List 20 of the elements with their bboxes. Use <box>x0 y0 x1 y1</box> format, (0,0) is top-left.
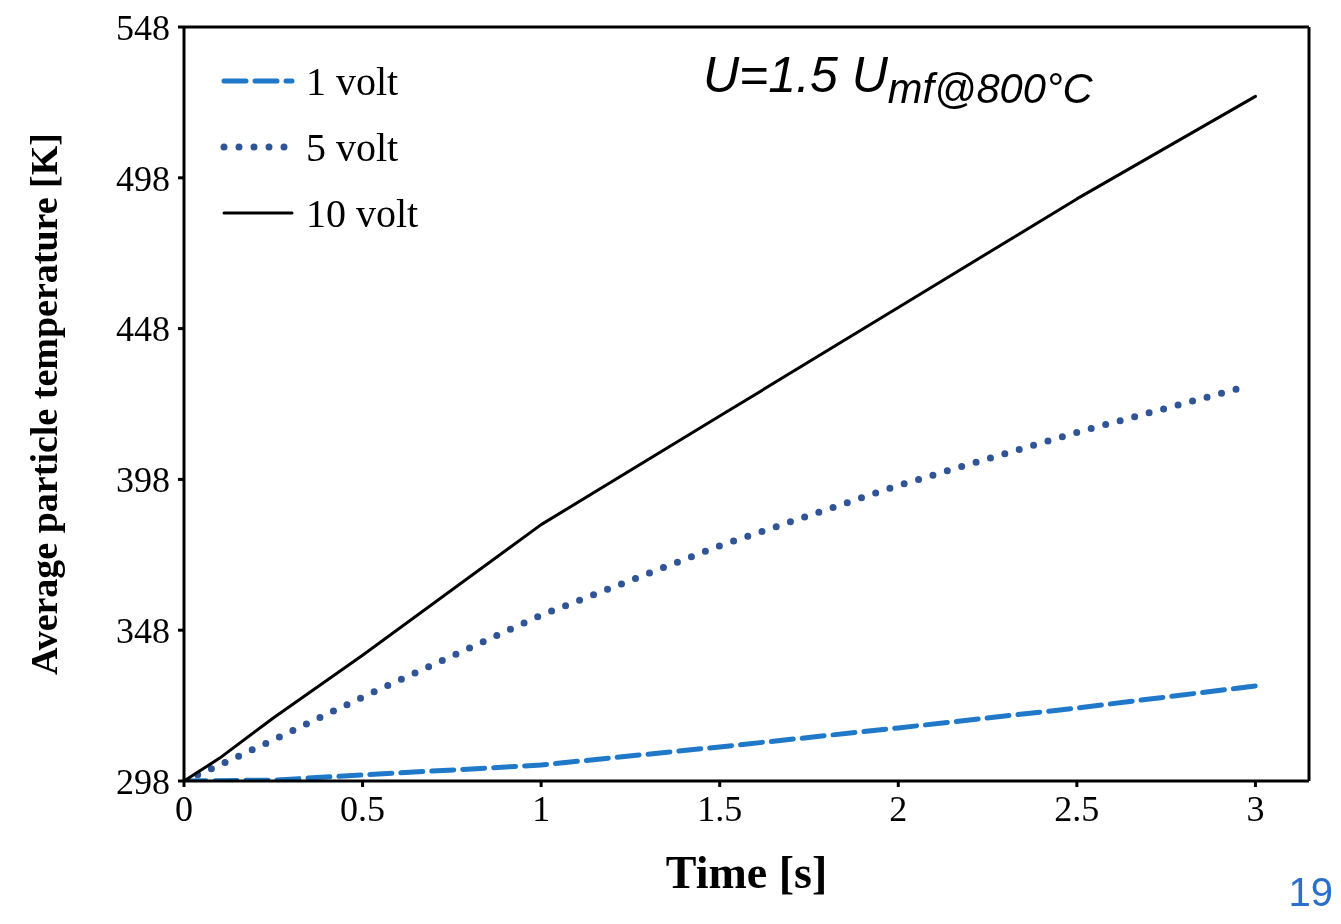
y-tick-label: 348 <box>116 610 170 651</box>
x-tick-label: 0 <box>175 788 193 829</box>
y-tick-label: 298 <box>116 761 170 802</box>
x-tick-label: 2 <box>889 788 908 829</box>
y-axis-title: Average particle temperature [K] <box>23 133 66 675</box>
x-tick-label: 2.5 <box>1054 788 1100 829</box>
legend-label: 5 volt <box>306 123 399 171</box>
x-tick-label: 1 <box>532 788 551 829</box>
x-tick-label: 3 <box>1246 788 1265 829</box>
legend-label: 1 volt <box>306 57 399 105</box>
y-tick-label: 448 <box>116 309 170 350</box>
legend-label: 10 volt <box>306 189 419 237</box>
y-tick-label: 548 <box>116 7 170 48</box>
x-tick-label: 1.5 <box>697 788 743 829</box>
annotation: U=1.5 U$_{mf@800°C}$ <box>703 46 1093 113</box>
x-axis-title: Time [s] <box>665 847 828 898</box>
x-tick-label: 0.5 <box>340 788 386 829</box>
y-tick-label: 498 <box>116 158 170 199</box>
y-tick-label: 398 <box>116 460 170 501</box>
text: 19 <box>1288 870 1333 915</box>
